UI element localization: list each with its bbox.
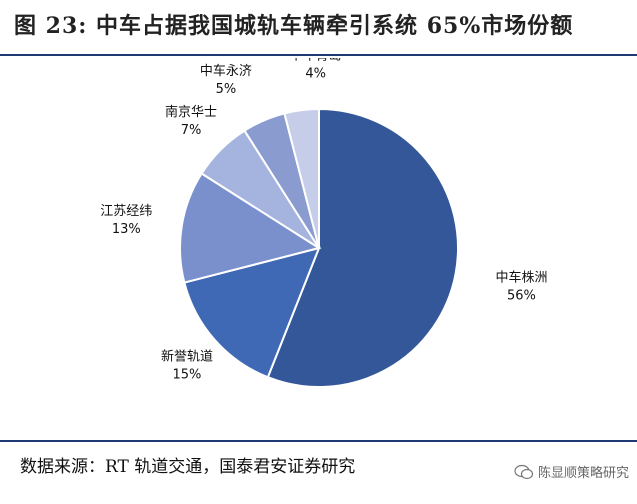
title-divider xyxy=(0,54,637,56)
label-qingdao: 中车青岛 xyxy=(290,58,342,63)
value-jingwei: 13% xyxy=(112,222,141,237)
source-note: 数据来源：RT 轨道交通，国泰君安证券研究 xyxy=(20,457,356,477)
label-yongji: 中车永济 xyxy=(200,63,252,79)
pie-slices xyxy=(179,107,459,388)
slice-jingwei xyxy=(179,172,322,284)
value-yongji: 5% xyxy=(216,82,237,97)
slice-xinyu xyxy=(183,246,321,379)
label-jingwei: 江苏经纬 xyxy=(100,203,152,219)
pie-chart: 中车株洲 56% 新誉轨道 15% 江苏经纬 13% 南京华士 7% 中车永济 5% 中车青岛 4% xyxy=(100,58,547,388)
slice-qingdao xyxy=(283,107,320,249)
wechat-icon xyxy=(514,464,534,479)
chart-title: 图 23: 中车占据我国城轨车辆牵引系统 65%市场份额 xyxy=(14,13,574,39)
label-huashi: 南京华士 xyxy=(165,104,217,120)
label-xinyu: 新誉轨道 xyxy=(161,348,213,364)
pie-labels: 中车株洲 56% 新誉轨道 15% 江苏经纬 13% 南京华士 7% 中车永济 5% 中车青岛 4% xyxy=(100,58,547,382)
value-qingdao: 4% xyxy=(305,66,326,81)
value-huashi: 7% xyxy=(181,123,202,138)
watermark: 陈显顺策略研究 xyxy=(514,462,629,481)
value-zhuzhou: 56% xyxy=(507,288,536,303)
slice-zhuzhou xyxy=(266,107,459,388)
label-zhuzhou: 中车株洲 xyxy=(495,269,547,285)
value-xinyu: 15% xyxy=(173,367,202,382)
watermark-text: 陈显顺策略研究 xyxy=(537,466,629,481)
source-divider xyxy=(0,440,637,442)
